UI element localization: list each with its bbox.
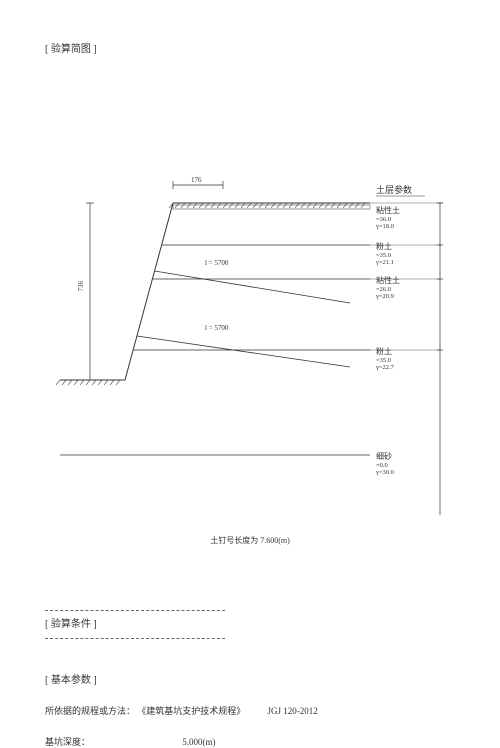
svg-text:l = 5700: l = 5700 bbox=[205, 259, 229, 267]
svg-text:粉土: 粉土 bbox=[376, 241, 392, 251]
svg-text:γ=30.0: γ=30.0 bbox=[375, 469, 394, 476]
svg-text:土层参数: 土层参数 bbox=[376, 184, 412, 195]
svg-text:l = 5700: l = 5700 bbox=[205, 324, 229, 332]
svg-text:176: 176 bbox=[191, 176, 202, 184]
diagram-svg: 176736粘性土=36.0γ=18.0粉土=35.0γ=21.1粘性土=26.… bbox=[45, 155, 455, 515]
svg-text:γ=22.7: γ=22.7 bbox=[375, 364, 395, 371]
param-method-label: 所依据的规程或方法： bbox=[45, 704, 135, 717]
diagram-caption: 土钉号长度为 7.600(m) bbox=[45, 535, 455, 546]
svg-text:细砂: 细砂 bbox=[376, 451, 392, 461]
svg-text:粉土: 粉土 bbox=[376, 346, 392, 356]
svg-text:粘性土: 粘性土 bbox=[376, 275, 400, 285]
svg-text:γ=20.9: γ=20.9 bbox=[375, 293, 394, 300]
svg-text:736: 736 bbox=[77, 281, 85, 292]
svg-text:=36.0: =36.0 bbox=[376, 216, 391, 223]
svg-text:=35.0: =35.0 bbox=[376, 252, 391, 259]
section-header-basic-params: [ 基本参数 ] bbox=[45, 671, 455, 686]
divider bbox=[45, 638, 225, 639]
section-header-conditions: [ 验算条件 ] bbox=[45, 615, 455, 630]
param-depth-value: 5.000(m) bbox=[182, 737, 215, 747]
svg-text:γ=18.0: γ=18.0 bbox=[375, 223, 394, 230]
section-header-diagram: [ 验算简图 ] bbox=[45, 40, 455, 55]
calculation-diagram: 176736粘性土=36.0γ=18.0粉土=35.0γ=21.1粘性土=26.… bbox=[45, 155, 455, 515]
svg-text:=0.0: =0.0 bbox=[376, 462, 388, 469]
svg-text:=26.0: =26.0 bbox=[376, 286, 391, 293]
param-method-code: JGJ 120-2012 bbox=[268, 706, 318, 716]
svg-text:粘性土: 粘性土 bbox=[376, 205, 400, 215]
param-depth-row: 基坑深度： 5.000(m) bbox=[45, 735, 455, 748]
param-method-value: 《建筑基坑支护技术规程》 bbox=[137, 706, 245, 716]
divider bbox=[45, 610, 225, 611]
param-method-row: 所依据的规程或方法： 《建筑基坑支护技术规程》 JGJ 120-2012 bbox=[45, 704, 455, 717]
svg-text:=35.0: =35.0 bbox=[376, 357, 391, 364]
param-depth-label: 基坑深度： bbox=[45, 735, 90, 748]
svg-text:γ=21.1: γ=21.1 bbox=[375, 259, 394, 266]
